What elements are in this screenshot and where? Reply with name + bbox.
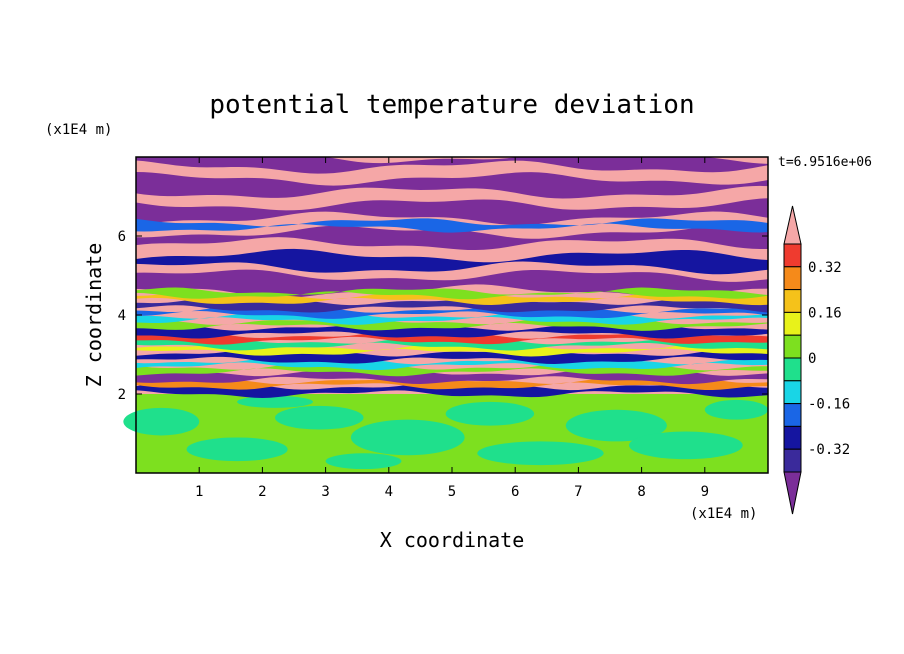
colorbar-swatch: [783, 380, 802, 405]
lower-layer-patch: [123, 407, 200, 436]
colorbar-swatch: [783, 425, 802, 450]
x-tick-label: 9: [701, 484, 709, 500]
x-tick-label: 2: [258, 484, 266, 500]
mixed-band: [136, 382, 768, 398]
colorbar-label: -0.16: [808, 397, 850, 413]
x-tick-label: 6: [511, 484, 519, 500]
x-tick-label: 5: [448, 484, 456, 500]
y-unit-label: (x1E4 m): [45, 122, 112, 138]
chart-title: potential temperature deviation: [209, 90, 694, 120]
colorbar-label: 0.32: [808, 260, 842, 276]
upper-band: [136, 172, 768, 199]
colorbar-swatch: [783, 311, 802, 336]
lower-layer-patch: [325, 453, 402, 470]
upper-band-thin: [136, 218, 768, 233]
mixed-band: [136, 342, 768, 357]
colorbar-swatch: [783, 334, 802, 359]
x-tick-label: 8: [637, 484, 645, 500]
heatmap-layers: [123, 157, 769, 473]
lower-layer-patch: [350, 419, 465, 456]
colorbar-swatch: [783, 289, 802, 313]
plot-area: 1 2 3 4 5 6 7 8 9 2 4 6: [118, 156, 769, 500]
y-axis-label: Z coordinate: [82, 243, 106, 388]
x-tick-label: 3: [321, 484, 329, 500]
y-tick-label: 2: [118, 387, 126, 403]
mixed-band: [136, 287, 768, 300]
y-tick-label: 4: [118, 308, 126, 324]
x-unit-label: (x1E4 m): [690, 506, 757, 522]
colorbar-label: -0.32: [808, 442, 850, 458]
x-tick-label: 1: [195, 484, 203, 500]
upper-band: [136, 198, 768, 226]
colorbar-label: 0.16: [808, 305, 842, 321]
upper-band: [136, 248, 768, 275]
mixed-band: [136, 330, 768, 345]
lower-layer-patch: [477, 441, 604, 466]
colorbar: 0.32 0.16 0 -0.16 -0.32: [783, 205, 850, 515]
colorbar-swatch: [783, 243, 802, 268]
lower-layer-patch: [704, 399, 769, 420]
colorbar-swatch: [783, 403, 802, 427]
mixed-band: [136, 336, 768, 351]
colorbar-swatch: [783, 357, 802, 382]
upper-band: [136, 225, 768, 251]
colorbar-swatch: [783, 448, 802, 473]
upper-band: [136, 157, 768, 174]
lower-layer-patch: [445, 401, 535, 426]
x-tick-label: 7: [574, 484, 582, 500]
y-tick-label: 6: [118, 229, 126, 245]
colorbar-label: 0: [808, 351, 816, 367]
x-tick-label: 4: [385, 484, 393, 500]
lower-layer-patch: [186, 437, 288, 462]
lower-layer-patch: [628, 431, 743, 460]
x-axis-label: X coordinate: [380, 528, 525, 552]
y-axis-ticks: 2 4 6: [118, 229, 768, 403]
colorbar-swatch: [783, 266, 802, 291]
lower-layer-patch: [237, 395, 313, 408]
lower-layer-patch: [565, 409, 667, 442]
time-label: t=6.9516e+06: [778, 155, 872, 170]
lower-layer-patch: [275, 405, 364, 430]
x-axis-ticks: 1 2 3 4 5 6 7 8 9: [195, 157, 709, 500]
